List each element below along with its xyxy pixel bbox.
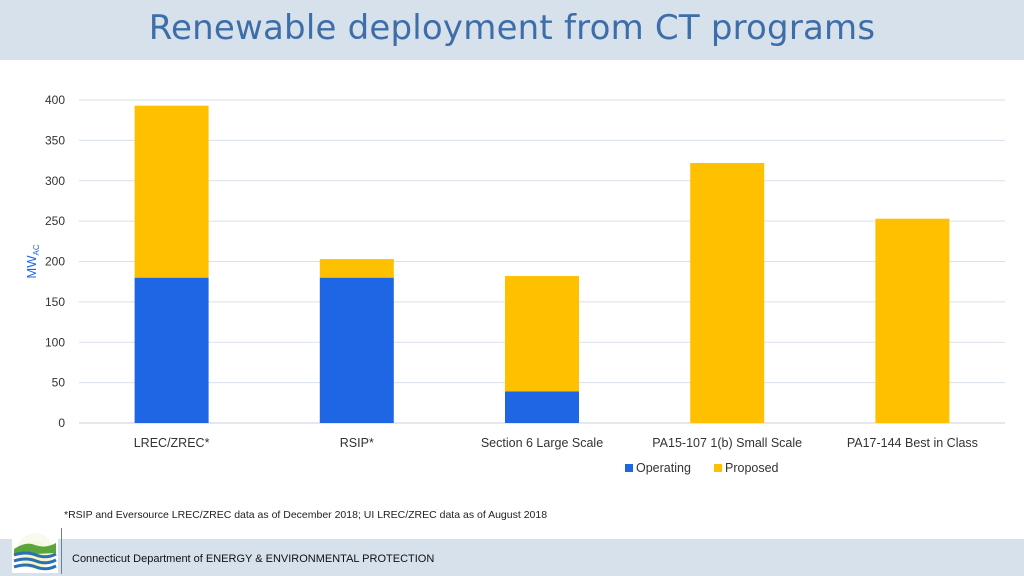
y-axis-label-main: MW [24, 255, 39, 279]
y-tick-label: 50 [52, 376, 66, 390]
bar-proposed [319, 259, 394, 278]
bar-proposed [134, 105, 209, 278]
footer-bar: Connecticut Department of ENERGY & ENVIR… [0, 539, 1024, 576]
deep-logo-icon [12, 527, 58, 573]
y-axis-label: MWAC [24, 244, 41, 278]
y-tick-label: 150 [45, 295, 65, 309]
bar-operating [134, 277, 209, 423]
agency-name: Connecticut Department of ENERGY & ENVIR… [72, 553, 435, 565]
legend-swatch-proposed [714, 464, 722, 472]
x-tick-label: RSIP* [340, 436, 374, 450]
x-tick-label: PA15-107 1(b) Small Scale [652, 436, 802, 450]
x-tick-label: PA17-144 Best in Class [847, 436, 978, 450]
bar-operating [319, 277, 394, 423]
y-tick-label: 250 [45, 214, 65, 228]
x-tick-label: LREC/ZREC* [134, 436, 210, 450]
legend-label-proposed: Proposed [725, 461, 779, 475]
legend-swatch-operating [625, 464, 633, 472]
header-bar: Renewable deployment from CT programs [0, 0, 1024, 60]
logo-divider [61, 528, 62, 574]
bar-proposed [505, 276, 579, 392]
y-tick-label: 350 [45, 133, 65, 147]
bar-operating [505, 391, 579, 423]
stacked-bar-chart: 0 50 100 150 200 250 300 350 400 MWAC LREC/ZREC* RS… [24, 93, 1005, 475]
y-axis-label-sub: AC [32, 244, 41, 255]
y-tick-label: 300 [45, 174, 65, 188]
legend-label-operating: Operating [636, 461, 691, 475]
bar-proposed [690, 162, 765, 424]
y-tick-label: 0 [58, 416, 65, 430]
page-title: Renewable deployment from CT programs [148, 8, 876, 48]
footnote: *RSIP and Eversource LREC/ZREC data as o… [64, 509, 548, 521]
y-tick-label: 200 [45, 255, 65, 269]
y-tick-label: 100 [45, 335, 65, 349]
y-tick-label: 400 [45, 93, 65, 107]
bar-proposed [875, 218, 950, 423]
x-tick-label: Section 6 Large Scale [481, 436, 603, 450]
